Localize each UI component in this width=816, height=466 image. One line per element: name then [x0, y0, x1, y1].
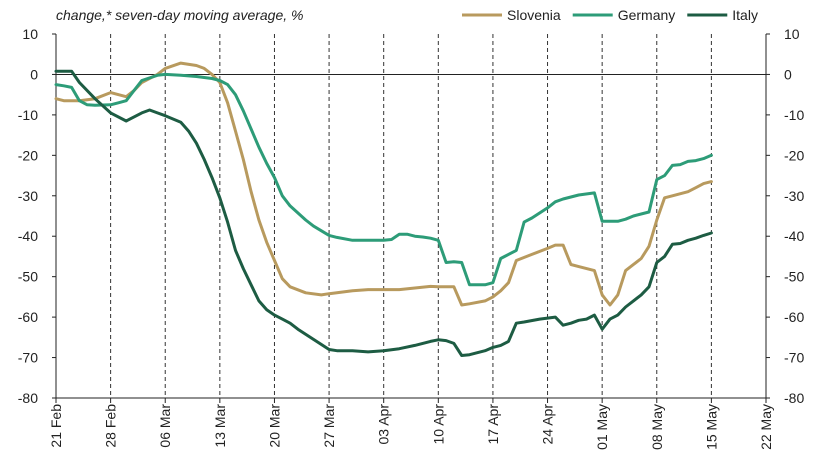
x-tick-label: 21 Feb [48, 404, 64, 448]
series-layer [54, 61, 713, 357]
x-tick-label: 08 May [649, 404, 665, 450]
x-tick-label: 28 Feb [103, 404, 119, 448]
x-tick-label: 20 Mar [266, 404, 282, 448]
y-tick-label-left: -40 [18, 228, 38, 244]
x-tick-label: 15 May [703, 404, 719, 450]
legend-label-slovenia: Slovenia [507, 7, 561, 23]
y-tick-label-right: -60 [784, 309, 804, 325]
y-tick-label-right: -10 [784, 107, 804, 123]
y-tick-label-left: -80 [18, 390, 38, 406]
series-line-germany [54, 72, 713, 287]
series-line-italy [54, 69, 713, 357]
x-tick-label: 27 Mar [321, 404, 337, 448]
chart-axes: 21 Feb 28 Feb 06 Mar 13 Mar 20 Mar 27 Mar 03 A… [18, 26, 805, 450]
y-tick-label-right: 0 [784, 66, 792, 82]
y-tick-label-left: -70 [18, 350, 38, 366]
x-tick-label: 24 Apr [540, 404, 556, 445]
legend-label-germany: Germany [618, 7, 676, 23]
x-tick-label: 13 Mar [212, 404, 228, 448]
y-tick-label-right: -40 [784, 228, 804, 244]
y-tick-label-left: -10 [18, 107, 38, 123]
y-tick-label-right: -30 [784, 188, 804, 204]
legend-label-italy: Italy [732, 7, 758, 23]
series-line-slovenia [54, 61, 713, 307]
chart-subtitle: change,* seven-day moving average, % [56, 7, 303, 23]
y-tick-label-left: -60 [18, 309, 38, 325]
y-tick-label-left: 10 [22, 26, 38, 42]
y-tick-label-right: -80 [784, 390, 804, 406]
x-tick-label: 17 Apr [485, 404, 501, 445]
y-tick-label-left: -50 [18, 269, 38, 285]
x-tick-label: 06 Mar [157, 404, 173, 448]
x-tick-label: 22 May [758, 404, 774, 450]
x-tick-label: 10 Apr [430, 404, 446, 445]
x-tick-label: 03 Apr [376, 404, 392, 445]
y-tick-label-right: -20 [784, 147, 804, 163]
chart-legend: Slovenia Germany Italy [462, 7, 758, 23]
y-tick-label-right: -50 [784, 269, 804, 285]
y-tick-label-left: 0 [30, 66, 38, 82]
y-tick-label-left: -20 [18, 147, 38, 163]
y-tick-label-right: 10 [784, 26, 800, 42]
y-tick-label-right: -70 [784, 350, 804, 366]
x-tick-label: 01 May [594, 404, 610, 450]
y-tick-label-left: -30 [18, 188, 38, 204]
